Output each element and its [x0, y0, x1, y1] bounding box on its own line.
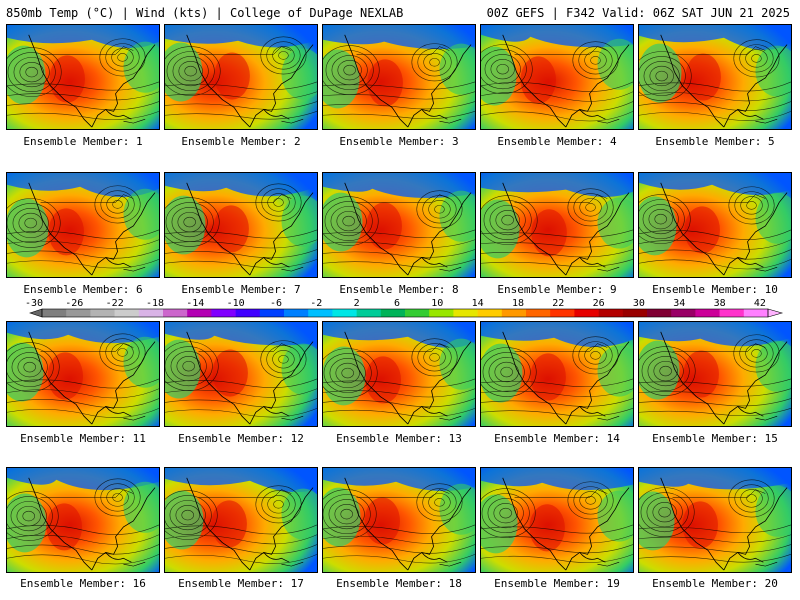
temperature-colorbar: -30 -26 -22 -18 -14 -10 -6 -2 2 6 10 14 18 22 26 30 34 38… — [25, 298, 784, 318]
colorbar-swatch — [647, 309, 672, 317]
colorbar-swatch — [405, 309, 430, 317]
colorbar-left-arrow — [29, 308, 43, 318]
ensemble-panel — [322, 321, 476, 427]
ensemble-panel — [480, 467, 634, 573]
ensemble-panel — [6, 172, 160, 278]
colorbar-tick-label: 34 — [673, 298, 685, 309]
ensemble-panel — [480, 24, 634, 130]
colorbar-swatch — [138, 309, 164, 317]
ensemble-member-label: Ensemble Member: 9 — [497, 283, 617, 296]
colorbar-swatch — [550, 309, 575, 317]
ensemble-panel — [164, 467, 318, 573]
ensemble-panel — [638, 172, 792, 278]
colorbar-tick-label: 42 — [754, 298, 766, 309]
colorbar-tick-label: -2 — [310, 298, 322, 309]
colorbar-swatch — [90, 309, 115, 317]
colorbar-swatch — [66, 309, 91, 317]
ensemble-panel — [164, 172, 318, 278]
ensemble-panel — [164, 24, 318, 130]
header-right-title: 00Z GEFS | F342 Valid: 06Z SAT JUN 21 20… — [486, 6, 790, 20]
colorbar-swatch — [574, 309, 599, 317]
ensemble-member-label: Ensemble Member: 2 — [181, 135, 301, 148]
colorbar-tick-label: 10 — [431, 298, 443, 309]
ensemble-panel — [6, 24, 160, 130]
ensemble-member-label: Ensemble Member: 5 — [655, 135, 775, 148]
ensemble-member-label: Ensemble Member: 14 — [494, 432, 620, 445]
colorbar-tick-label: 26 — [593, 298, 605, 309]
colorbar-tick-label: -26 — [65, 298, 83, 309]
colorbar-tick-label: 38 — [714, 298, 726, 309]
ensemble-panel — [322, 24, 476, 130]
colorbar-tick-label: -30 — [25, 298, 43, 309]
colorbar-swatch — [743, 309, 769, 317]
colorbar-swatch — [622, 309, 648, 317]
ensemble-member-label: Ensemble Member: 8 — [339, 283, 459, 296]
colorbar-tick-label: -6 — [270, 298, 282, 309]
colorbar-tick-label: 2 — [354, 298, 360, 309]
ensemble-panel — [322, 467, 476, 573]
colorbar-tick-label: 14 — [472, 298, 484, 309]
colorbar-swatch — [526, 309, 551, 317]
ensemble-member-label: Ensemble Member: 6 — [23, 283, 143, 296]
colorbar-swatch — [284, 309, 309, 317]
ensemble-member-label: Ensemble Member: 1 — [23, 135, 143, 148]
colorbar-swatch — [477, 309, 503, 317]
ensemble-panel — [480, 172, 634, 278]
colorbar-swatch — [356, 309, 382, 317]
ensemble-panel — [480, 321, 634, 427]
colorbar-swatch — [259, 309, 285, 317]
ensemble-member-label: Ensemble Member: 3 — [339, 135, 459, 148]
ensemble-member-label: Ensemble Member: 10 — [652, 283, 778, 296]
colorbar-swatch — [598, 309, 624, 317]
colorbar-tick-label: -14 — [186, 298, 204, 309]
colorbar-tick-label: 30 — [633, 298, 645, 309]
colorbar-swatch — [308, 309, 333, 317]
colorbar-swatch — [332, 309, 357, 317]
colorbar-swatch — [114, 309, 140, 317]
ensemble-member-label: Ensemble Member: 4 — [497, 135, 617, 148]
colorbar-swatch — [501, 309, 527, 317]
colorbar-swatch — [671, 309, 696, 317]
ensemble-member-label: Ensemble Member: 7 — [181, 283, 301, 296]
header-left-title: 850mb Temp (°C) | Wind (kts) | College o… — [6, 6, 404, 20]
ensemble-member-label: Ensemble Member: 13 — [336, 432, 462, 445]
colorbar-swatch — [429, 309, 454, 317]
colorbar-swatch — [211, 309, 236, 317]
colorbar-swatch — [235, 309, 261, 317]
ensemble-member-label: Ensemble Member: 12 — [178, 432, 304, 445]
colorbar-right-arrow — [767, 308, 784, 318]
ensemble-member-label: Ensemble Member: 16 — [20, 577, 146, 590]
ensemble-member-label: Ensemble Member: 19 — [494, 577, 620, 590]
ensemble-panel — [322, 172, 476, 278]
colorbar-tick-label: -22 — [106, 298, 124, 309]
colorbar-swatch — [453, 309, 478, 317]
ensemble-panel — [638, 24, 792, 130]
colorbar-swatch — [187, 309, 212, 317]
colorbar-swatch — [380, 309, 406, 317]
colorbar-swatch — [719, 309, 745, 317]
ensemble-panel — [6, 321, 160, 427]
ensemble-member-label: Ensemble Member: 11 — [20, 432, 146, 445]
ensemble-member-label: Ensemble Member: 17 — [178, 577, 304, 590]
ensemble-panel — [638, 467, 792, 573]
colorbar-swatch — [163, 309, 188, 317]
colorbar-swatch — [695, 309, 720, 317]
colorbar-tick-label: -10 — [227, 298, 245, 309]
ensemble-member-label: Ensemble Member: 15 — [652, 432, 778, 445]
ensemble-panel — [6, 467, 160, 573]
ensemble-panel — [164, 321, 318, 427]
ensemble-member-label: Ensemble Member: 18 — [336, 577, 462, 590]
colorbar-tick-label: 6 — [394, 298, 400, 309]
colorbar-tick-label: 18 — [512, 298, 524, 309]
colorbar-tick-label: -18 — [146, 298, 164, 309]
ensemble-panel — [638, 321, 792, 427]
colorbar-swatch — [42, 309, 67, 317]
colorbar-tick-label: 22 — [552, 298, 564, 309]
ensemble-member-label: Ensemble Member: 20 — [652, 577, 778, 590]
